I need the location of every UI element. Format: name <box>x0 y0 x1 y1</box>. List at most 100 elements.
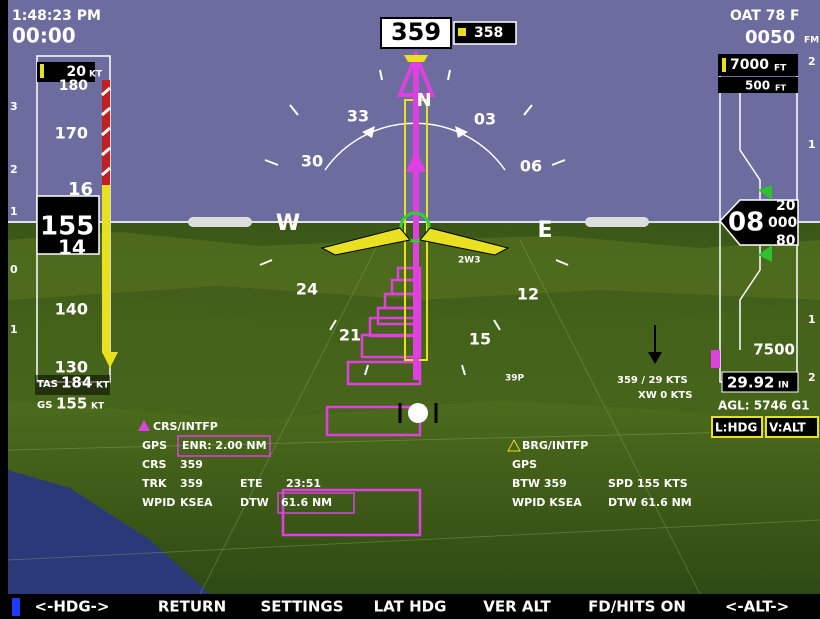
ete-label: ETE <box>240 477 263 490</box>
bearing-pointer <box>362 126 375 138</box>
wind-arrow <box>648 352 662 364</box>
tas-box <box>35 375 110 395</box>
gs-value: 155 <box>56 395 87 413</box>
course-arrowhead <box>397 49 435 97</box>
bearing-pointer <box>455 126 468 138</box>
softkey[interactable]: LAT HDG <box>374 598 447 616</box>
speed-band-yellow <box>102 352 118 368</box>
compass-label: 30 <box>301 152 323 171</box>
heading-box <box>380 17 452 49</box>
softkey[interactable]: SETTINGS <box>260 598 343 616</box>
flight-path-marker <box>399 211 431 243</box>
wpid-value: KSEA <box>180 496 213 509</box>
speed-scale-label: 140 <box>55 300 88 319</box>
vertical-mode: V:ALT <box>769 421 806 435</box>
compass-label: W <box>276 211 300 236</box>
speed-trend-unit: KT <box>89 70 103 80</box>
gs-unit: KT <box>91 402 105 412</box>
nav-source: GPS <box>512 458 537 471</box>
selected-altitude-box <box>718 54 798 76</box>
horizon-bar <box>585 217 649 227</box>
crs-label: CRS <box>142 458 167 471</box>
compass-label: 24 <box>296 280 318 299</box>
vsi-scale-label: 1 <box>808 138 816 151</box>
ete-value: 23:51 <box>286 477 321 490</box>
trk-value: 359 <box>180 477 203 490</box>
speed-trend: 20 <box>67 64 87 80</box>
heading-bug-value: 358 <box>474 25 503 41</box>
terrain-grid <box>7 239 820 595</box>
softkey[interactable]: <-ALT-> <box>725 598 789 616</box>
softkey[interactable]: RETURN <box>158 598 226 616</box>
altitude-value: 08 <box>728 208 764 238</box>
wpid: WPID KSEA <box>512 496 582 509</box>
selected-altitude-unit: FT <box>774 64 787 74</box>
heading-bug-box <box>453 21 517 45</box>
speed-band-yellow <box>102 185 110 353</box>
nav-title: BRG/INTFP <box>522 439 588 452</box>
softkey[interactable]: VER ALT <box>483 598 551 616</box>
vsi-pointer <box>758 245 772 262</box>
track-marker <box>406 150 426 172</box>
softkey[interactable]: FD/HITS ON <box>588 598 686 616</box>
vertical-speed-unit: FM <box>804 36 819 46</box>
softkey-indicator <box>12 598 20 616</box>
compass-label: 12 <box>517 285 539 304</box>
vsi-scale-label: 1 <box>10 205 18 218</box>
speed-scale-label: 170 <box>55 124 88 143</box>
timer: 00:00 <box>12 24 76 48</box>
heading-bug-icon <box>458 28 466 36</box>
vsi-scale-label: 1 <box>808 313 816 326</box>
waypoint-label: 39P <box>505 374 525 384</box>
mode-box <box>765 416 819 438</box>
trk-label: TRK <box>142 477 167 490</box>
brg-icon <box>507 438 521 452</box>
compass-label: 21 <box>339 326 361 345</box>
lateral-mode: L:HDG <box>715 421 757 435</box>
water <box>8 470 210 594</box>
softkey[interactable]: <-HDG-> <box>35 598 110 616</box>
tas-unit: KT <box>96 381 110 391</box>
alt-trend-bar <box>722 58 726 72</box>
mode-box <box>711 416 763 438</box>
compass-label: 06 <box>520 157 542 176</box>
vsi-indicator <box>711 350 720 368</box>
speed-scale-label: 180 <box>59 78 88 94</box>
horizon-bar <box>188 217 252 227</box>
nav-source: GPS <box>142 439 167 452</box>
altitude-box <box>718 199 799 246</box>
speed-trend-bar <box>40 64 44 78</box>
vertical-speed: 0050 <box>745 27 795 48</box>
altitude-trend-unit: FT <box>775 84 786 93</box>
crs-icon <box>138 420 150 431</box>
compass-label: 15 <box>469 330 491 349</box>
airspeed-box <box>36 195 100 255</box>
btw: BTW 359 <box>512 477 567 490</box>
nav-mode-box <box>177 435 271 457</box>
heading-value: 359 <box>391 18 441 46</box>
altitude-trend: 500 <box>745 79 770 93</box>
clock: 1:48:23 PM <box>12 8 101 24</box>
vsi-scale-label: 1 <box>10 323 18 336</box>
tas-value: 184 <box>61 374 92 392</box>
altitude-value-small: 000 <box>768 215 797 231</box>
airspeed-roll: 16 <box>68 179 93 200</box>
tas-label: TAS <box>37 379 58 390</box>
airspeed-roll: 14 <box>58 236 86 260</box>
airspeed-value: 155 <box>40 212 94 242</box>
dtw-label: DTW <box>240 496 269 509</box>
vsi-scale-label: 2 <box>10 163 18 176</box>
aircraft-symbol <box>320 227 411 256</box>
waypoint-label: 2W3 <box>458 256 480 266</box>
altitude-roll: 80 <box>776 233 796 249</box>
spd: SPD 155 KTS <box>608 477 688 490</box>
heading-bug <box>404 55 428 62</box>
dtw-box <box>277 492 355 514</box>
crs-value: 359 <box>180 458 203 471</box>
wind-direction-speed: 359 / 29 KTS <box>617 375 688 386</box>
baro-box <box>721 371 799 393</box>
compass-label: E <box>537 218 552 243</box>
oat: OAT 78 F <box>730 8 800 24</box>
